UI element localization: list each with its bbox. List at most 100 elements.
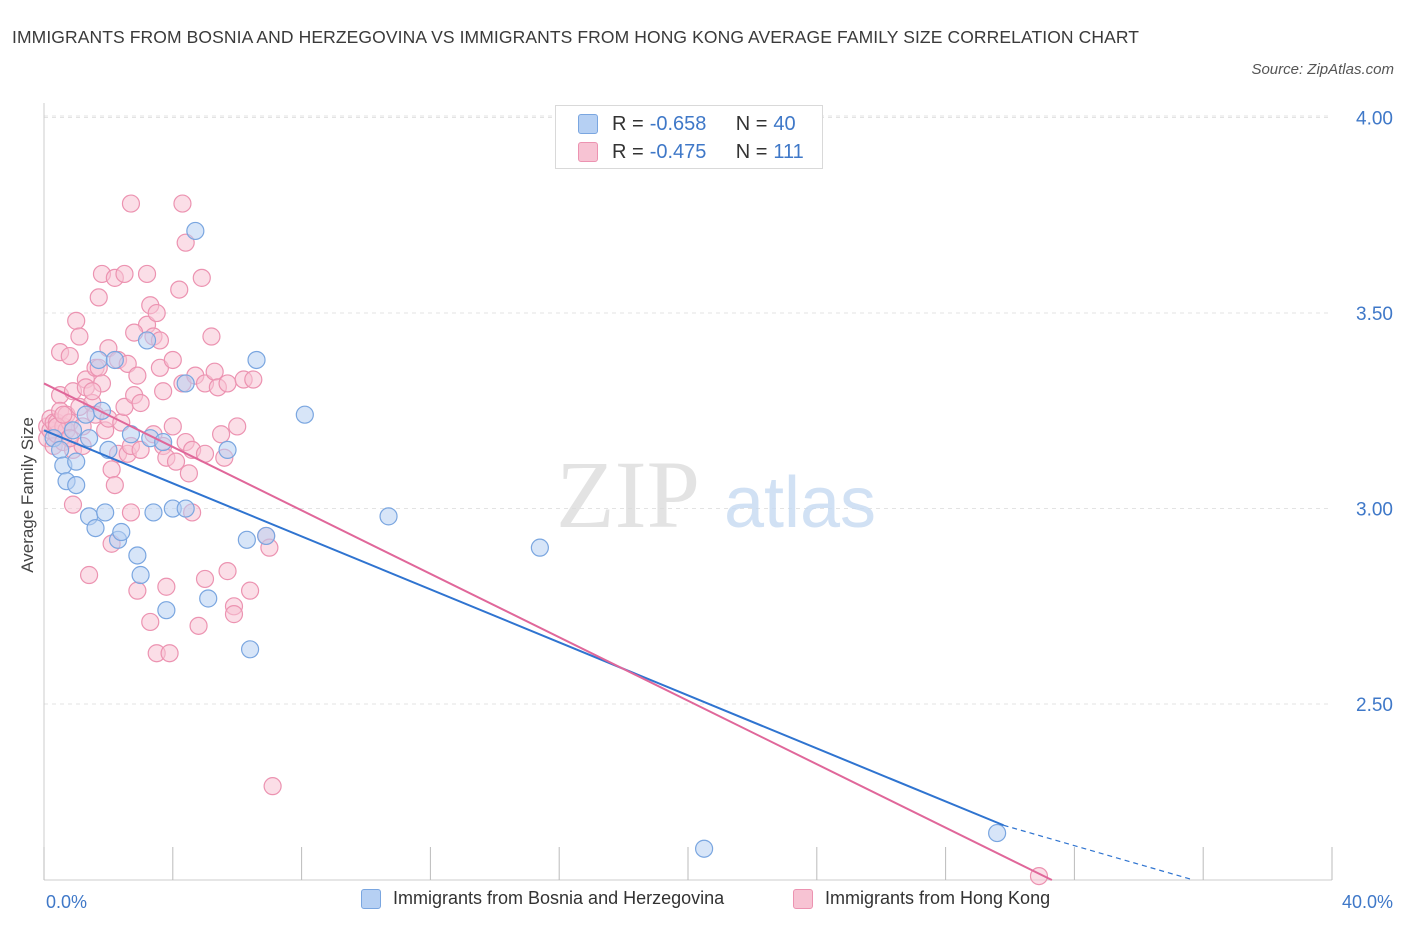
bosnia-point: [131, 565, 150, 585]
bosnia-point: [218, 440, 237, 459]
stats-row-bosnia: R = -0.658 N = 40: [578, 112, 796, 136]
bosnia-swatch: [578, 114, 598, 134]
hongkong-point: [54, 405, 73, 424]
hongkong-point: [79, 565, 99, 585]
source-label: Source: ZipAtlas.com: [1251, 61, 1394, 78]
hongkong-point: [121, 194, 141, 213]
bosnia-trend-line: [43, 429, 1004, 827]
x-tick-label-end: 40.0%: [1342, 892, 1393, 912]
hongkong-point: [170, 280, 189, 299]
hongkong-point: [228, 417, 247, 436]
hongkong-swatch: [578, 142, 598, 162]
legend-item-bosnia: Immigrants from Bosnia and Herzegovina: [361, 888, 724, 909]
bosnia-point: [128, 546, 147, 565]
y-axis-label: Average Family Size: [18, 417, 37, 573]
bosnia-point: [257, 526, 276, 546]
legend-bosnia-label: Immigrants from Bosnia and Herzegovina: [393, 888, 725, 908]
hongkong-point: [67, 311, 86, 330]
hongkong-point: [189, 616, 208, 635]
bosnia-point: [144, 503, 163, 522]
bosnia-point: [240, 640, 260, 659]
hongkong-point: [60, 346, 79, 366]
chart-title: IMMIGRANTS FROM BOSNIA AND HERZEGOVINA V…: [12, 27, 1140, 47]
y-tick-label: 4.00: [1356, 109, 1393, 130]
bosnia-point: [530, 538, 549, 557]
legend-hongkong-label: Immigrants from Hong Kong: [825, 888, 1051, 908]
hongkong-point: [195, 569, 215, 589]
bosnia-n-label: N =: [735, 112, 768, 135]
bosnia-n-value: 40: [773, 112, 796, 135]
bosnia-point: [199, 589, 218, 608]
hongkong-point: [192, 268, 211, 287]
hongkong-point: [240, 581, 260, 600]
bosnia-point: [86, 518, 105, 538]
bosnia-point: [50, 440, 70, 459]
bosnia-point: [157, 601, 176, 620]
stats-row-hongkong: R = -0.475 N = 111: [578, 140, 804, 164]
hongkong-point: [83, 382, 102, 401]
bosnia-point: [176, 499, 195, 518]
bosnia-point: [96, 503, 115, 522]
hongkong-point: [121, 503, 141, 522]
bosnia-r-label: R =: [612, 112, 644, 135]
bosnia-point: [176, 374, 195, 393]
bosnia-point: [89, 350, 108, 370]
y-tick-label: 3.00: [1356, 500, 1393, 521]
bottom-legend: Immigrants from Bosnia and Herzegovina I…: [0, 888, 1406, 916]
axes: [43, 103, 1333, 881]
hongkong-point: [128, 366, 147, 385]
hongkong-points: [38, 194, 1049, 886]
hongkong-point: [263, 777, 282, 796]
bosnia-point: [67, 452, 86, 471]
hongkong-r-label: R =: [612, 140, 644, 163]
bosnia-point: [67, 475, 86, 495]
stats-legend: R = -0.658 N = 40 R = -0.475 N = 111: [555, 105, 823, 169]
hongkong-point: [63, 495, 83, 514]
bosnia-point: [79, 429, 99, 448]
bosnia-point: [76, 405, 95, 424]
hongkong-r-value: -0.475: [649, 140, 707, 163]
legend-bosnia-swatch: [361, 888, 381, 909]
trend-lines: [43, 382, 1194, 881]
watermark-atlas: atlas: [724, 463, 876, 543]
hongkong-point: [218, 374, 237, 393]
hongkong-point: [179, 464, 198, 483]
hongkong-point: [128, 581, 147, 600]
bosnia-point: [92, 401, 112, 420]
hongkong-point: [224, 605, 244, 624]
bosnia-point: [63, 421, 83, 440]
hongkong-point: [163, 350, 182, 370]
bosnia-point: [694, 839, 714, 858]
hongkong-trend-line: [43, 382, 1053, 881]
hongkong-point: [244, 370, 263, 389]
hongkong-point: [157, 577, 176, 596]
bosnia-trend-extension: [1003, 824, 1194, 881]
bosnia-point: [137, 331, 157, 350]
y-tick-label: 3.50: [1356, 304, 1393, 325]
bosnia-r-value: -0.658: [649, 112, 707, 135]
hongkong-n-value: 111: [773, 140, 804, 163]
tick-labels: 2.50 3.00 3.50 4.00 0.0% 40.0%: [46, 109, 1393, 912]
hongkong-point: [105, 475, 124, 495]
hongkong-point: [141, 612, 160, 632]
hongkong-point: [131, 393, 150, 413]
hongkong-n-label: N =: [735, 140, 768, 163]
bosnia-point: [237, 530, 256, 549]
hongkong-point: [154, 382, 173, 401]
hongkong-point: [89, 288, 108, 307]
hongkong-point: [218, 562, 237, 581]
hongkong-point: [163, 417, 182, 436]
hongkong-point: [131, 440, 150, 459]
y-tick-label: 2.50: [1356, 695, 1393, 716]
bosnia-point: [295, 405, 314, 424]
bosnia-point: [105, 350, 124, 370]
hongkong-point: [70, 327, 89, 346]
hongkong-point: [166, 452, 186, 471]
hongkong-point: [102, 460, 121, 479]
hongkong-point: [115, 264, 134, 284]
bosnia-point: [988, 823, 1007, 843]
legend-item-hongkong: Immigrants from Hong Kong: [793, 888, 1050, 909]
bosnia-point: [379, 507, 398, 526]
hongkong-point: [176, 233, 195, 252]
